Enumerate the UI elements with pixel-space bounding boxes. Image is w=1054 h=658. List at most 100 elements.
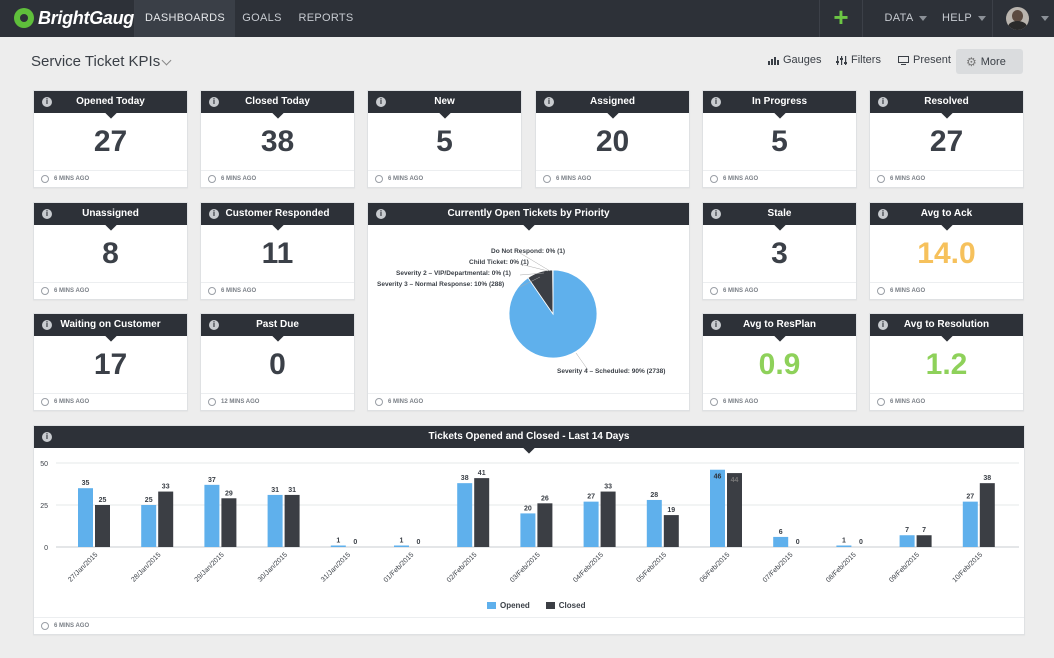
info-icon[interactable]: i bbox=[711, 209, 721, 219]
info-icon[interactable]: i bbox=[42, 432, 52, 442]
gauge-card[interactable]: i Customer Responded 11 6 MINS AGO bbox=[200, 202, 355, 300]
updated-time: 6 MINS AGO bbox=[556, 176, 592, 182]
bar-closed[interactable] bbox=[600, 491, 616, 547]
gauge-card[interactable]: i Stale 3 6 MINS AGO bbox=[702, 202, 857, 300]
gauge-card[interactable]: i In Progress 5 6 MINS AGO bbox=[702, 90, 857, 188]
info-icon[interactable]: i bbox=[878, 209, 888, 219]
bar-closed[interactable] bbox=[221, 498, 237, 547]
bar-opened[interactable] bbox=[899, 535, 915, 547]
gauge-card[interactable]: i Avg to ResPlan 0.9 6 MINS AGO bbox=[702, 313, 857, 411]
pie-slice[interactable] bbox=[508, 269, 598, 359]
card-title: Past Due bbox=[256, 319, 299, 330]
data-label: 26 bbox=[541, 495, 549, 502]
updated-time: 6 MINS AGO bbox=[723, 399, 759, 405]
info-icon[interactable]: i bbox=[878, 320, 888, 330]
gauge-card[interactable]: i New 5 6 MINS AGO bbox=[367, 90, 522, 188]
nav-reports[interactable]: REPORTS bbox=[298, 12, 354, 24]
data-label: 0 bbox=[353, 539, 357, 546]
bar-opened[interactable] bbox=[141, 505, 157, 547]
gauge-card[interactable]: i Waiting on Customer 17 6 MINS AGO bbox=[33, 313, 188, 411]
chevron-down-icon[interactable] bbox=[161, 55, 172, 66]
info-icon[interactable]: i bbox=[711, 97, 721, 107]
bar-closed[interactable] bbox=[727, 473, 742, 547]
card-title: Currently Open Tickets by Priority bbox=[447, 208, 610, 219]
legend-swatch bbox=[545, 602, 555, 609]
card-title: Stale bbox=[767, 208, 792, 219]
gauge-value: 3 bbox=[771, 237, 788, 270]
bar-opened[interactable] bbox=[646, 499, 662, 547]
gauges-button[interactable]: Gauges bbox=[768, 54, 822, 66]
info-icon[interactable]: i bbox=[209, 209, 219, 219]
bar-opened[interactable] bbox=[204, 484, 220, 547]
info-icon[interactable]: i bbox=[711, 320, 721, 330]
chevron-down-icon[interactable] bbox=[1041, 16, 1049, 21]
clock-icon bbox=[710, 175, 718, 183]
card-footer: 6 MINS AGO bbox=[201, 282, 354, 299]
bar-opened[interactable] bbox=[583, 501, 599, 547]
gauge-value: 0.9 bbox=[758, 348, 801, 381]
nav-help-menu[interactable]: HELP bbox=[936, 0, 992, 37]
pie-leader-line bbox=[519, 276, 541, 288]
y-tick-label: 0 bbox=[44, 545, 48, 552]
x-tick-label: 04/Feb/2015 bbox=[572, 551, 605, 584]
nav-goals[interactable]: GOALS bbox=[242, 12, 282, 24]
bar-opened[interactable] bbox=[836, 545, 852, 548]
info-icon[interactable]: i bbox=[209, 97, 219, 107]
bar-closed[interactable] bbox=[95, 505, 110, 547]
gauge-card[interactable]: i Closed Today 38 6 MINS AGO bbox=[200, 90, 355, 188]
info-icon[interactable]: i bbox=[878, 97, 888, 107]
updated-time: 6 MINS AGO bbox=[723, 176, 759, 182]
pie-chart-card: i Currently Open Tickets by Priority Do … bbox=[367, 202, 690, 411]
gauge-card[interactable]: i Resolved 27 6 MINS AGO bbox=[869, 90, 1024, 188]
card-footer: 6 MINS AGO bbox=[703, 393, 856, 410]
card-header: i Customer Responded bbox=[201, 203, 354, 231]
gauge-card[interactable]: i Avg to Ack 14.0 6 MINS AGO bbox=[869, 202, 1024, 300]
info-icon[interactable]: i bbox=[42, 97, 52, 107]
bar-opened[interactable] bbox=[78, 488, 93, 547]
bar-closed[interactable] bbox=[916, 535, 932, 547]
gauge-card[interactable]: i Assigned 20 6 MINS AGO bbox=[535, 90, 690, 188]
bar-opened[interactable] bbox=[710, 469, 725, 547]
bar-closed[interactable] bbox=[284, 494, 300, 547]
bar-closed[interactable] bbox=[158, 491, 174, 547]
page-title[interactable]: Service Ticket KPIs bbox=[31, 53, 161, 70]
bar-opened[interactable] bbox=[457, 483, 473, 547]
info-icon[interactable]: i bbox=[376, 97, 386, 107]
bar-opened[interactable] bbox=[962, 501, 978, 547]
bar-opened[interactable] bbox=[520, 513, 536, 547]
gauge-value: 5 bbox=[771, 125, 788, 158]
gauge-card[interactable]: i Avg to Resolution 1.2 6 MINS AGO bbox=[869, 313, 1024, 411]
gauge-card[interactable]: i Opened Today 27 6 MINS AGO bbox=[33, 90, 188, 188]
info-icon[interactable]: i bbox=[42, 209, 52, 219]
present-button[interactable]: Present bbox=[898, 54, 951, 66]
clock-icon bbox=[208, 287, 216, 295]
bar-closed[interactable] bbox=[537, 503, 553, 547]
clock-icon bbox=[208, 398, 216, 406]
user-avatar[interactable] bbox=[1006, 7, 1029, 30]
data-label: 38 bbox=[983, 475, 991, 482]
bar-opened[interactable] bbox=[773, 536, 789, 547]
pie-slices bbox=[508, 269, 598, 359]
info-icon[interactable]: i bbox=[209, 320, 219, 330]
card-header: i In Progress bbox=[703, 91, 856, 119]
bar-opened[interactable] bbox=[267, 494, 283, 547]
info-icon[interactable]: i bbox=[42, 320, 52, 330]
updated-time: 6 MINS AGO bbox=[890, 288, 926, 294]
add-button[interactable]: + bbox=[833, 2, 849, 32]
gauge-card[interactable]: i Past Due 0 12 MINS AGO bbox=[200, 313, 355, 411]
info-icon[interactable]: i bbox=[376, 209, 386, 219]
bar-closed[interactable] bbox=[474, 478, 490, 547]
more-button[interactable]: ⚙ More bbox=[956, 49, 1023, 74]
brightgauge-logo[interactable]: BrightGauge bbox=[14, 7, 144, 29]
info-icon[interactable]: i bbox=[544, 97, 554, 107]
nav-dashboards[interactable]: DASHBOARDS bbox=[135, 0, 235, 37]
gauge-card[interactable]: i Unassigned 8 6 MINS AGO bbox=[33, 202, 188, 300]
x-tick-label: 07/Feb/2015 bbox=[762, 551, 795, 584]
bar-closed[interactable] bbox=[663, 515, 679, 547]
gauge-value: 14.0 bbox=[917, 237, 976, 270]
nav-data-menu[interactable]: DATA bbox=[878, 0, 934, 37]
bar-opened[interactable] bbox=[394, 545, 409, 548]
filters-button[interactable]: Filters bbox=[836, 54, 881, 66]
bar-opened[interactable] bbox=[330, 545, 346, 548]
bar-closed[interactable] bbox=[979, 483, 995, 547]
